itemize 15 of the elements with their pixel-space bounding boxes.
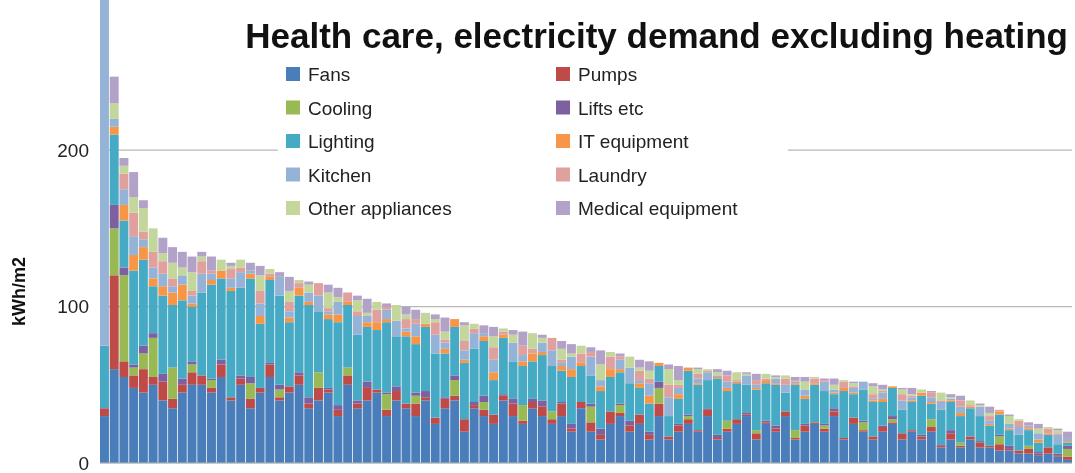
legend-label: IT equipment <box>578 131 690 152</box>
legend-label: Other appliances <box>308 198 452 219</box>
legend-label: Fans <box>308 64 351 85</box>
y-axis-title: kWh/m2 <box>9 256 29 327</box>
legend-label: Lighting <box>308 131 375 152</box>
legend-label: Lifts etc <box>578 97 644 119</box>
legend-label: Pumps <box>578 64 638 85</box>
y-tick-label: 200 <box>57 139 89 161</box>
legend-label: Laundry <box>578 164 648 186</box>
legend-label: Cooling <box>308 97 373 119</box>
text: Health care, electricity demand excluding heating <box>245 16 1068 55</box>
y-tick-label: 100 <box>57 296 89 318</box>
legend-label: Kitchen <box>308 164 372 186</box>
y-tick-label: 0 <box>78 452 89 473</box>
legend-label: Medical equipment <box>578 198 739 219</box>
